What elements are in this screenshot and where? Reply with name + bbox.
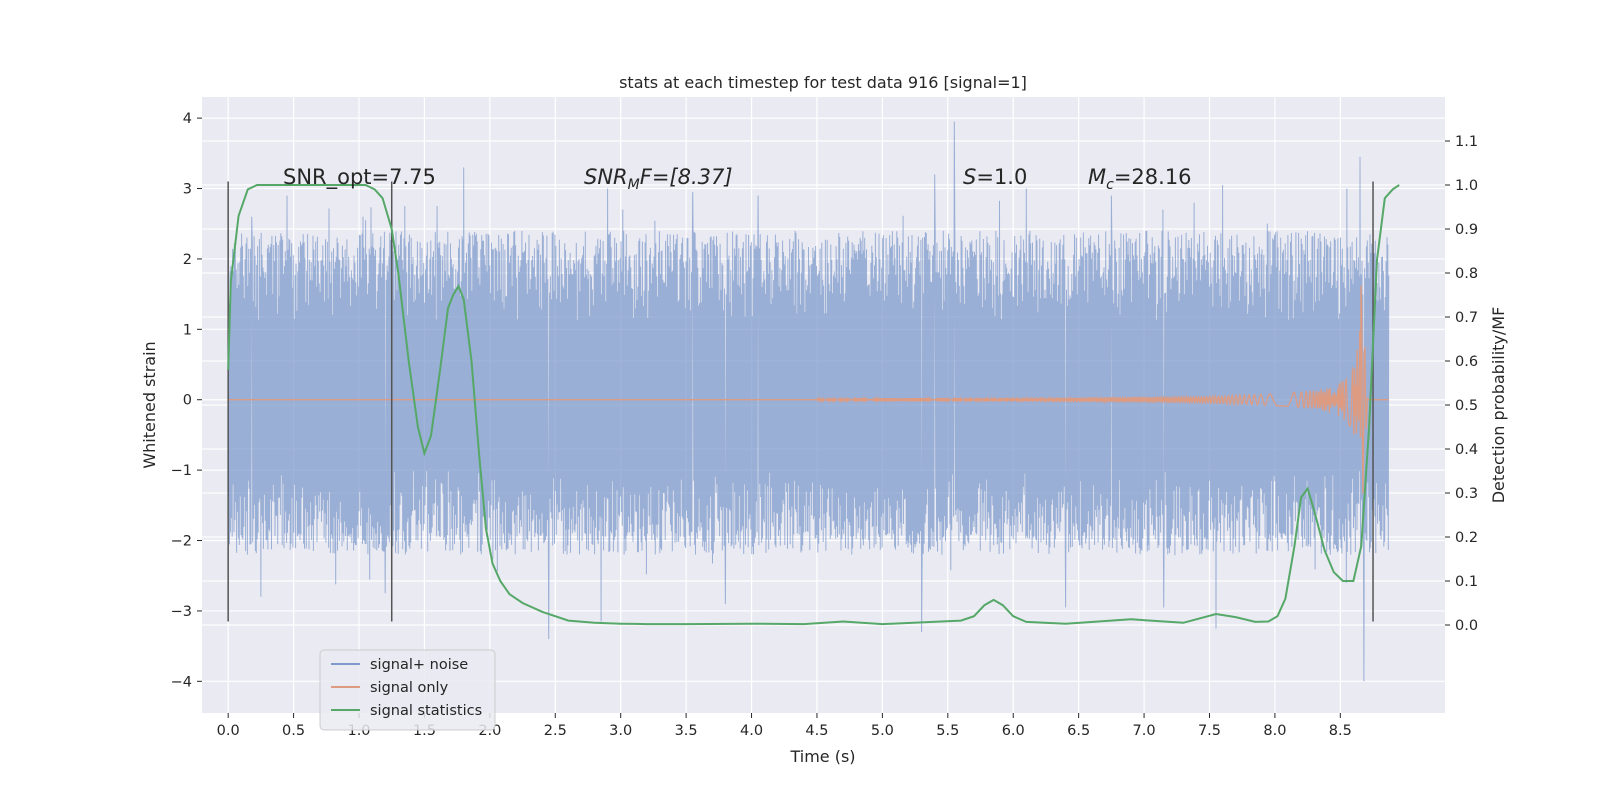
y-axis-label: Whitened strain xyxy=(140,341,159,468)
x-tick-label: 3.5 xyxy=(675,723,698,739)
x-tick-label: 5.0 xyxy=(871,723,894,739)
y2-tick-label: 0.3 xyxy=(1455,486,1478,502)
y-tick-label: −2 xyxy=(171,534,192,550)
mc-rest: =28.16 xyxy=(1114,165,1192,189)
s-italic: S xyxy=(963,165,976,189)
x-tick-label: 4.5 xyxy=(805,723,828,739)
legend-box xyxy=(319,649,496,731)
signal-trace xyxy=(228,285,1389,494)
legend-label-stats: signal statistics xyxy=(370,703,482,719)
legend-label-signal: signal only xyxy=(370,680,449,696)
x-tick-label: 6.5 xyxy=(1067,723,1090,739)
mc-italic: M xyxy=(1088,165,1106,189)
statistics-trace xyxy=(227,184,1400,626)
mc-annotation: Mc=28.16 xyxy=(1088,165,1192,193)
marker-lines xyxy=(227,181,1374,622)
x-tick-label: 7.0 xyxy=(1133,723,1156,739)
snr-mf-italic: SNR xyxy=(584,165,628,189)
x-tick-label: 8.5 xyxy=(1329,723,1352,739)
x-tick-label: 5.5 xyxy=(936,723,959,739)
y2-tick-label: 0.2 xyxy=(1455,530,1478,546)
y2-axis-label: Detection probability/MF xyxy=(1489,307,1508,504)
x-tick-label: 3.0 xyxy=(609,723,632,739)
y-tick-label: 0 xyxy=(183,393,192,409)
y2-tick-label: 0.6 xyxy=(1455,354,1478,370)
y2-tick-label: 1.1 xyxy=(1455,134,1478,150)
signal-line xyxy=(228,285,1389,494)
y2-tick-label: 0.0 xyxy=(1455,618,1478,634)
x-tick-label: 6.0 xyxy=(1002,723,1025,739)
x-tick-label: 0.5 xyxy=(282,723,305,739)
snr-opt-annotation: SNR_opt=7.75 xyxy=(283,165,436,190)
y2-tick-label: 0.9 xyxy=(1455,222,1478,238)
y2-tick-label: 0.8 xyxy=(1455,266,1478,282)
y-tick-label: −4 xyxy=(171,674,192,690)
s-rest: =1.0 xyxy=(976,165,1027,189)
x-tick-label: 8.0 xyxy=(1263,723,1286,739)
noise-trace xyxy=(227,121,1390,682)
y2-tick-label: 0.1 xyxy=(1455,574,1478,590)
y-tick-label: 3 xyxy=(183,182,192,198)
legend-label-noise: signal+ noise xyxy=(370,657,468,673)
y-tick-label: 2 xyxy=(183,252,192,268)
statistics-line xyxy=(227,184,1400,626)
y-tick-label: −3 xyxy=(171,604,192,620)
y-tick-label: −1 xyxy=(171,463,192,479)
y2-tick-label: 0.4 xyxy=(1455,442,1478,458)
x-axis-label: Time (s) xyxy=(789,747,855,766)
x-tick-label: 7.5 xyxy=(1198,723,1221,739)
chart-title: stats at each timestep for test data 916… xyxy=(619,73,1027,92)
s-annotation: S=1.0 xyxy=(963,165,1027,189)
x-tick-label: 4.0 xyxy=(740,723,763,739)
y2-tick-label: 1.0 xyxy=(1455,178,1478,194)
snr-mf-rest: F=[8.37] xyxy=(640,165,733,189)
y-tick-label: 1 xyxy=(183,322,192,338)
snr-mf-subscript: M xyxy=(628,177,640,193)
x-tick-label: 2.5 xyxy=(544,723,567,739)
noise-line xyxy=(227,121,1390,682)
y2-tick-label: 0.7 xyxy=(1455,310,1478,326)
snr-mf-annotation: SNRMF=[8.37] xyxy=(584,165,733,193)
mc-subscript: c xyxy=(1106,177,1114,193)
x-tick-label: 0.0 xyxy=(217,723,240,739)
y-tick-label: 4 xyxy=(183,111,192,127)
y2-tick-label: 0.5 xyxy=(1455,398,1478,414)
legend: signal+ noise signal only signal statist… xyxy=(319,649,496,731)
